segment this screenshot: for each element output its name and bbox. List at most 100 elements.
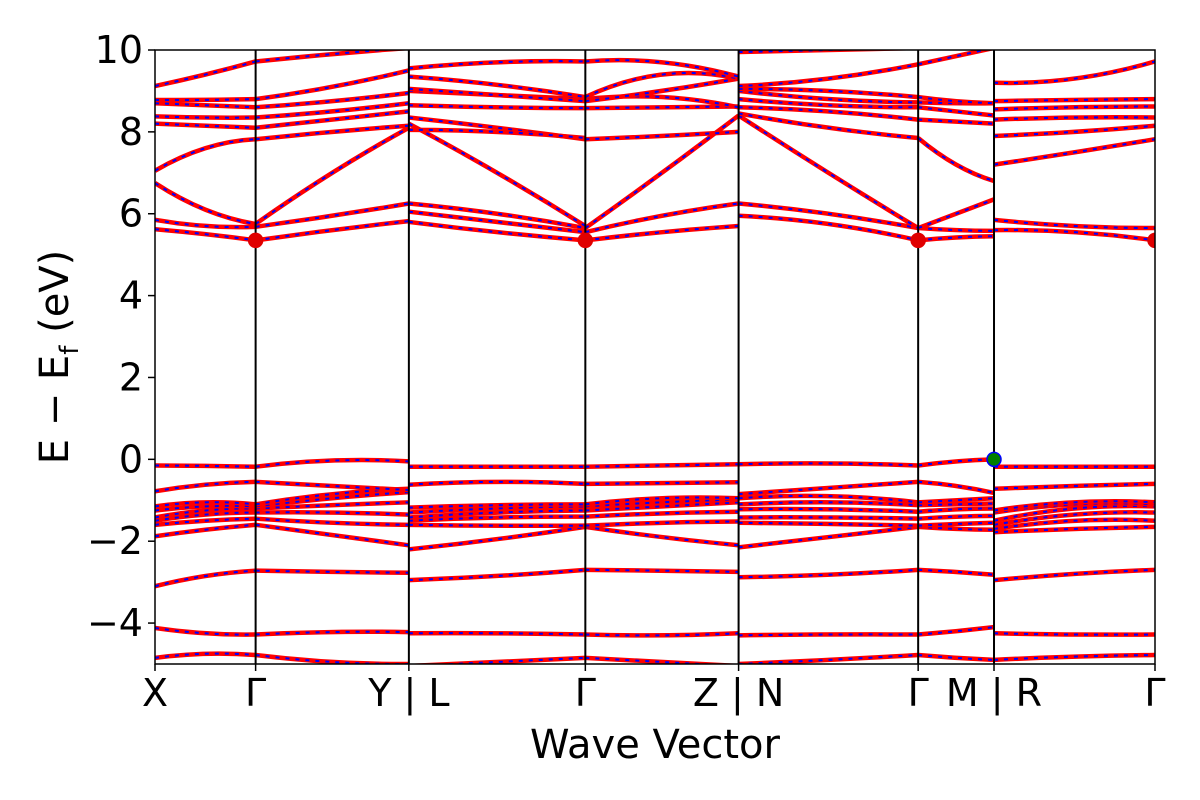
x-tick-label-4: Z | N (693, 671, 784, 716)
band-line-seg0-b9 (155, 479, 256, 494)
band-line-seg4-b19 (738, 62, 919, 89)
band-line-seg4-b11 (738, 213, 919, 243)
band-line-overlay-seg4-b11 (738, 214, 919, 242)
y-tick-label-2: 6 (119, 192, 143, 236)
band-line-seg1-b12 (255, 201, 410, 230)
band-line-seg5-b8 (918, 495, 995, 505)
band-line-seg3-b2 (585, 567, 739, 575)
band-line-seg2-b21 (408, 58, 586, 71)
band-line-seg3-b17 (585, 76, 739, 104)
band-line-seg1-b9 (255, 479, 409, 493)
band-line-overlay-seg0-b4 (155, 517, 256, 526)
band-line-overlay-seg0-b0 (155, 652, 256, 659)
band-line-overlay-seg2-b15 (408, 116, 586, 141)
band-line-overlay-seg4-b10 (738, 462, 919, 467)
band-line-overlay-seg2-b3 (408, 525, 586, 551)
band-line-overlay-seg4-b14 (738, 112, 919, 140)
band-line-seg3-b15 (585, 104, 739, 111)
band-line-overlay-seg0-b17 (155, 102, 256, 109)
band-line-overlay-seg6-b15 (993, 116, 1155, 121)
x-axis-label: Wave Vector (530, 722, 781, 768)
x-tick-label-0: X (142, 671, 168, 715)
band-line-overlay-seg2-b16 (408, 128, 586, 140)
band-line-overlay-seg2-b1 (408, 632, 586, 636)
cbm-marker-3 (1147, 232, 1155, 249)
band-line-overlay-seg4-b8 (738, 494, 919, 504)
band-line-overlay-seg3-b13 (584, 114, 740, 229)
band-line-overlay-seg0-b18 (155, 98, 256, 102)
band-line-seg3-b19 (585, 57, 740, 79)
band-line-overlay-seg0-b11 (155, 228, 256, 242)
band-line-overlay-seg2-b13 (408, 202, 586, 230)
band-line-overlay-seg2-b8 (408, 503, 586, 509)
band-line-seg0-b13 (155, 181, 256, 227)
x-tick-label-2: Y | L (367, 671, 449, 716)
band-line-seg5-b5 (918, 513, 995, 521)
band-line-seg1-b5 (255, 510, 409, 517)
band-line-overlay-seg4-b3 (738, 525, 919, 549)
band-line-seg1-b18 (255, 68, 410, 102)
band-line-overlay-seg1-b13 (255, 126, 410, 225)
x-tick-label-3: Γ (575, 671, 596, 715)
y-tick-label-7: −4 (87, 601, 143, 645)
band-line-overlay-seg6-b3 (993, 525, 1155, 534)
band-line-seg3-b3 (585, 524, 739, 548)
band-line-overlay-seg0-b14 (155, 138, 256, 172)
band-line-overlay-seg6-b1 (993, 632, 1155, 636)
band-line-seg3-b10 (585, 461, 739, 469)
plot-frame (154, 49, 1156, 665)
band-line-overlay-seg4-b0 (738, 653, 919, 664)
band-line-overlay-seg3-b18 (584, 71, 739, 98)
band-line-overlay-seg6-b5 (993, 511, 1155, 526)
band-line-seg5-b1 (917, 624, 995, 637)
band-line-seg5-b12 (918, 225, 995, 234)
band-line-seg5-b0 (917, 652, 995, 663)
band-line-overlay-seg0-b2 (155, 569, 256, 588)
band-line-seg4-b13 (737, 113, 920, 230)
band-line-overlay-seg6-b16 (993, 105, 1155, 111)
cbm-marker-2 (910, 232, 926, 249)
band-line-seg3-b8 (585, 495, 739, 507)
vbm-marker-4 (986, 451, 1002, 468)
band-line-overlay-seg6-b17 (993, 98, 1155, 103)
band-line-overlay-seg4-b9 (738, 480, 919, 496)
band-line-overlay-seg6-b2 (993, 568, 1155, 582)
band-line-overlay-seg0-b8 (155, 501, 256, 508)
band-line-overlay-seg2-b14 (408, 122, 586, 227)
band-line-overlay-seg2-b12 (408, 210, 586, 234)
x-tick-label-5: Γ (908, 671, 929, 715)
band-line-overlay-seg0-b10 (155, 464, 256, 468)
band-line-overlay-seg6-b18 (993, 60, 1155, 84)
band-line-overlay-seg2-b9 (408, 480, 586, 486)
band-line-seg3-b12 (584, 201, 739, 235)
band-line-overlay-seg0-b3 (155, 523, 256, 538)
band-line-seg6-b14 (993, 123, 1155, 139)
band-line-overlay-seg6-b14 (993, 124, 1155, 137)
band-line-seg1-b4 (255, 516, 409, 528)
y-tick-label-6: −2 (87, 519, 143, 563)
band-line-seg3-b9 (585, 480, 739, 487)
y-axis-label-subscript: f (55, 345, 85, 355)
kpoint-lines (254, 50, 996, 664)
band-line-overlay-seg6-b0 (993, 653, 1155, 661)
band-line-overlay-seg2-b5 (408, 515, 586, 522)
band-line-seg1-b7 (255, 489, 410, 509)
band-line-overlay-seg4-b6 (738, 507, 919, 513)
band-line-overlay-seg4-b16 (738, 98, 919, 109)
band-line-overlay-seg6-b8 (993, 500, 1155, 512)
bands-layer (155, 50, 1155, 664)
extrema-markers (247, 232, 1155, 468)
band-line-overlay-seg2-b2 (408, 568, 586, 582)
band-line-seg0-b2 (155, 568, 256, 589)
band-line-overlay-seg6-b6 (993, 504, 1155, 522)
band-line-seg1-b17 (255, 90, 410, 110)
band-line-seg5-b18 (917, 94, 995, 106)
band-line-seg1-b6 (255, 500, 409, 511)
band-line-overlay-seg4-b12 (738, 202, 919, 230)
band-line-seg3-b5 (585, 509, 739, 519)
band-line-seg5-b14 (916, 136, 995, 184)
band-line-overlay-seg2-b4 (408, 523, 586, 527)
band-line-overlay-seg2-b20 (408, 75, 586, 99)
band-line-seg3-b1 (585, 631, 739, 638)
